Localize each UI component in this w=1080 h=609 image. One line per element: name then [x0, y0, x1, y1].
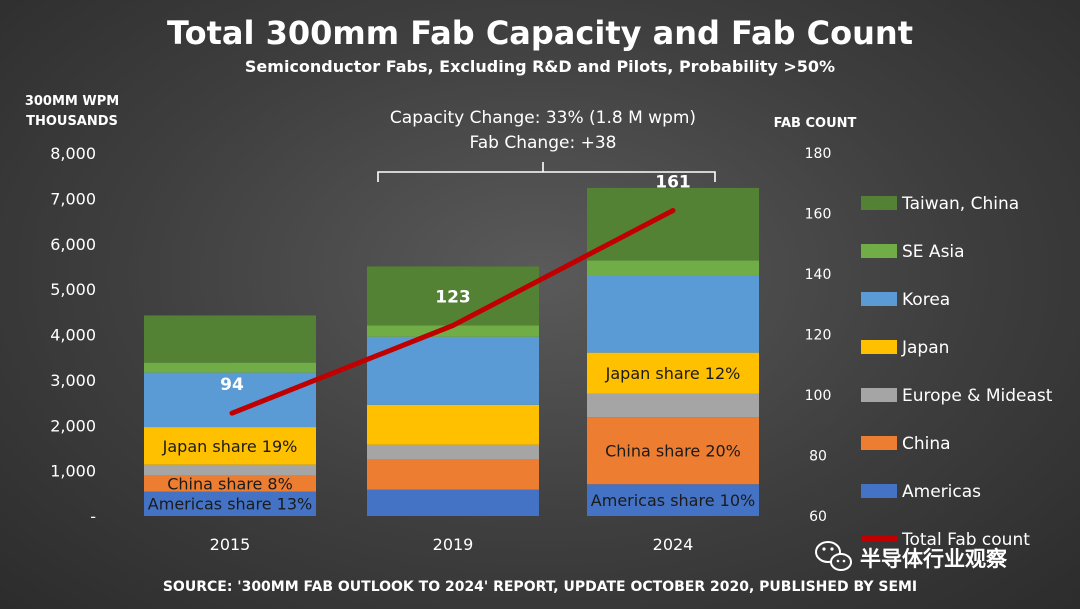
segment-label: Japan share 19% [162, 437, 298, 456]
legend-label-americas: Americas [902, 482, 981, 502]
bar-europe-mideast-2024 [587, 393, 759, 418]
segment-label-group: Americas share 13%China share 8% Japan sh… [148, 364, 755, 514]
legend-label-korea: Korea [902, 290, 950, 310]
legend-label-china: China [902, 434, 951, 454]
change-bracket [377, 162, 716, 182]
legend-label-taiwan-china: Taiwan, China [901, 194, 1019, 214]
y-tick-label: 8,000 [50, 144, 96, 163]
legend-swatch-korea [861, 292, 897, 306]
legend-swatch-americas [861, 484, 897, 498]
y-axis-title-line2: THOUSANDS [26, 114, 118, 129]
legend-swatch-taiwan-china [861, 196, 897, 210]
y-axis-ticks: - 1,000 2,000 3,000 4,000 5,000 6,000 7,000 8,00… [50, 144, 96, 526]
legend-swatch-se-asia [861, 244, 897, 258]
watermark: 半导体行业观察 [815, 541, 1008, 571]
segment-label: Americas share 13% [148, 495, 312, 514]
bar-group [144, 187, 759, 516]
bar-americas-2019 [367, 489, 539, 516]
legend: Taiwan, China SE Asia Korea Japan Europe & M… [861, 194, 1053, 550]
y2-tick-label: 60 [809, 509, 827, 525]
y-tick-label: 2,000 [50, 416, 96, 435]
bar-china-2015 [144, 475, 316, 492]
y2-tick-label: 120 [805, 328, 832, 344]
fab-count-label: 161 [655, 172, 691, 192]
fab-count-line-group: 94 123 161 [220, 172, 691, 416]
y-axis-title-line1: 300MM WPM [25, 94, 119, 109]
x-axis-ticks: 2015 2019 2024 [210, 535, 694, 554]
y2-axis-ticks: 60 80 100 120 140 160 180 [805, 146, 832, 525]
bar-americas-2015 [144, 491, 316, 516]
bar-korea-2024 [587, 275, 759, 353]
y2-tick-label: 160 [805, 207, 832, 223]
y-tick-label: 5,000 [50, 280, 96, 299]
source-note: SOURCE: '300MM FAB OUTLOOK TO 2024' REPO… [163, 579, 917, 595]
segment-label: Americas share 10% [591, 491, 755, 510]
bar-se-asia-2015 [144, 362, 316, 373]
capacity-change-annotation: Capacity Change: 33% (1.8 M wpm) [390, 108, 696, 128]
legend-swatch-europe-mideast [861, 388, 897, 402]
segment-label: Japan share 12% [605, 364, 741, 383]
legend-label-europe-mideast: Europe & Mideast [902, 386, 1053, 406]
watermark-text: 半导体行业观察 [860, 547, 1008, 571]
chart-subtitle: Semiconductor Fabs, Excluding R&D and Pi… [245, 57, 835, 76]
y2-tick-label: 140 [805, 267, 832, 283]
y-tick-label: 3,000 [50, 371, 96, 390]
y2-axis-title: FAB COUNT [774, 116, 857, 131]
fab-count-line [229, 207, 676, 416]
bar-europe-mideast-2019 [367, 444, 539, 460]
bar-se-asia-2019 [367, 325, 539, 337]
legend-swatch-japan [861, 340, 897, 354]
bar-taiwan-china-2024 [587, 187, 759, 261]
bar-japan-2024 [587, 352, 759, 394]
legend-swatch-total-fab-count [861, 536, 897, 541]
chart-title: Total 300mm Fab Capacity and Fab Count [167, 14, 913, 52]
bar-korea-2015 [144, 372, 316, 428]
y-tick-label: - [90, 507, 96, 526]
bar-china-2019 [367, 459, 539, 490]
y-tick-label: 4,000 [50, 326, 96, 345]
segment-label: China share 8% [167, 475, 293, 494]
legend-label-total-fab-count: Total Fab count [901, 530, 1030, 550]
y-tick-label: 7,000 [50, 189, 96, 208]
wechat-icon [815, 541, 852, 571]
legend-label-japan: Japan [901, 338, 949, 358]
bar-taiwan-china-2015 [144, 315, 316, 363]
fab-count-label: 94 [220, 375, 244, 395]
y-tick-label: 1,000 [50, 462, 96, 481]
bar-europe-mideast-2015 [144, 464, 316, 476]
fab-count-label: 123 [435, 287, 471, 307]
bar-japan-2019 [367, 404, 539, 445]
y2-tick-label: 180 [805, 146, 832, 162]
bar-se-asia-2024 [587, 260, 759, 276]
x-tick-label: 2015 [210, 535, 251, 554]
bar-japan-2015 [144, 427, 316, 465]
legend-label-se-asia: SE Asia [902, 242, 965, 262]
legend-swatch-china [861, 436, 897, 450]
fab-change-annotation: Fab Change: +38 [470, 133, 617, 153]
bar-china-2024 [587, 417, 759, 485]
bar-americas-2024 [587, 484, 759, 516]
x-tick-label: 2024 [653, 535, 694, 554]
segment-label: China share 20% [605, 442, 741, 461]
y2-tick-label: 100 [805, 388, 832, 404]
y-tick-label: 6,000 [50, 235, 96, 254]
y2-tick-label: 80 [809, 449, 827, 465]
x-tick-label: 2019 [433, 535, 474, 554]
